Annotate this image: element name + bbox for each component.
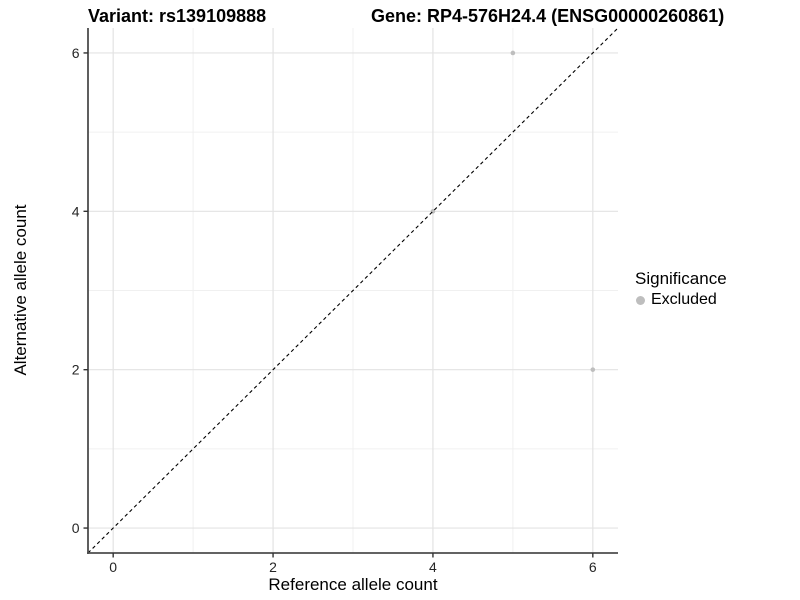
y-axis-title: Alternative allele count: [11, 204, 30, 376]
plot-title-gene: Gene: RP4-576H24.4 (ENSG00000260861): [371, 6, 725, 26]
x-tick-label: 2: [269, 559, 277, 575]
x-tick-label: 4: [429, 559, 437, 575]
legend-point-icon: [636, 295, 645, 305]
x-tick-label: 0: [109, 559, 117, 575]
y-tick-label: 4: [72, 203, 80, 219]
y-tick-label: 6: [72, 45, 80, 61]
legend-entry-excluded: Excluded: [632, 291, 727, 309]
data-point: [510, 50, 516, 56]
legend: Significance Excluded: [632, 269, 727, 309]
identity-dashed-line: [87, 27, 619, 554]
y-tick-label: 0: [72, 520, 80, 536]
x-tick-label: 6: [589, 559, 597, 575]
x-axis-title: Reference allele count: [268, 575, 438, 594]
y-tick-label: 2: [72, 362, 80, 378]
legend-title: Significance: [635, 269, 727, 288]
data-point: [590, 367, 596, 372]
legend-key: [632, 292, 649, 309]
plot-title-variant: Variant: rs139109888: [88, 6, 267, 26]
legend-entry-label: Excluded: [651, 291, 717, 308]
